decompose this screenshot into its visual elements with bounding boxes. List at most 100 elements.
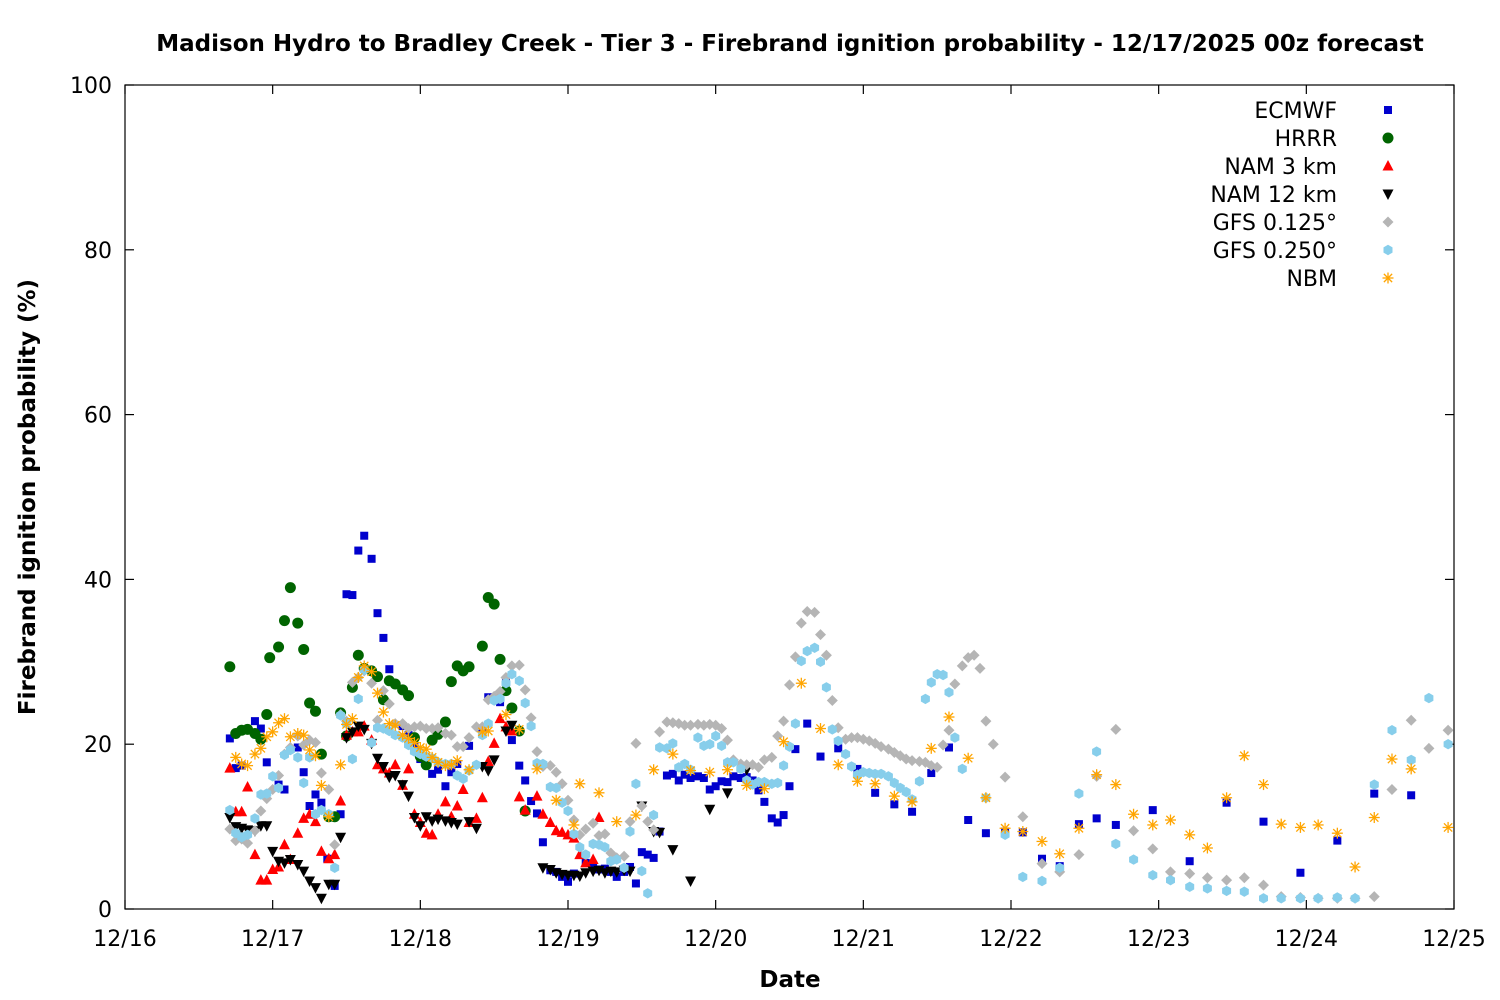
data-point: [526, 720, 536, 732]
data-point: [611, 816, 623, 828]
data-point: [575, 842, 585, 853]
data-point: [685, 719, 697, 731]
data-point: [261, 731, 273, 743]
data-point: [385, 665, 394, 674]
data-point: [820, 649, 832, 661]
data-point: [403, 732, 415, 744]
x-tick-label: 12/23: [1127, 927, 1190, 952]
data-point: [408, 737, 420, 749]
y-tick-label: 20: [84, 733, 112, 758]
data-point: [262, 758, 271, 767]
series-nbm: [230, 660, 1454, 873]
data-point: [968, 649, 980, 661]
data-point: [1406, 754, 1416, 766]
data-point: [360, 531, 369, 540]
data-point: [1185, 857, 1194, 866]
data-point: [457, 741, 469, 753]
data-point: [736, 773, 745, 782]
data-point: [1350, 893, 1360, 904]
data-point: [938, 669, 948, 681]
data-point: [267, 846, 279, 858]
data-point: [366, 677, 378, 689]
data-point: [667, 845, 679, 856]
data-point: [826, 695, 838, 707]
data-point: [315, 779, 327, 791]
data-point: [274, 782, 284, 794]
data-point: [699, 773, 708, 782]
data-point: [1407, 791, 1416, 800]
data-point: [847, 761, 856, 772]
chart-title: Madison Hydro to Bradley Creek - Tier 3 …: [156, 31, 1423, 57]
data-point: [810, 642, 820, 653]
data-point: [225, 734, 234, 743]
data-point: [451, 800, 463, 811]
data-point: [1184, 868, 1196, 880]
data-point: [403, 690, 415, 702]
y-axis-label: Firebrand ignition probability (%): [15, 279, 41, 715]
data-point: [261, 821, 273, 832]
legend-marker: [1382, 272, 1394, 284]
data-point: [593, 787, 605, 799]
data-point: [1054, 848, 1066, 860]
data-point: [1073, 849, 1085, 861]
data-point: [273, 641, 285, 653]
data-point: [538, 838, 547, 847]
data-point: [323, 784, 335, 796]
data-point: [841, 748, 851, 760]
data-point: [471, 759, 481, 770]
data-point: [785, 782, 794, 791]
data-point: [353, 693, 363, 705]
data-point: [563, 805, 573, 817]
data-point: [574, 871, 586, 883]
data-point: [711, 782, 720, 791]
data-point: [705, 785, 714, 794]
data-point: [1148, 870, 1158, 881]
data-point: [809, 606, 821, 618]
data-point: [346, 727, 358, 738]
data-point: [372, 753, 384, 765]
data-point: [531, 790, 543, 801]
data-point: [358, 724, 370, 736]
data-point: [309, 750, 321, 762]
data-point: [377, 761, 389, 773]
data-point: [439, 760, 451, 772]
data-point: [1238, 750, 1250, 762]
data-point: [1312, 819, 1324, 831]
legend-label: NAM 3 km: [1224, 155, 1337, 180]
data-point: [1258, 879, 1270, 891]
data-point: [249, 825, 261, 837]
data-point: [323, 811, 335, 823]
y-tick-label: 80: [84, 239, 112, 264]
data-point: [1128, 825, 1140, 837]
data-point: [648, 824, 660, 836]
data-point: [330, 862, 340, 873]
data-point: [1386, 784, 1398, 796]
data-point: [821, 682, 831, 693]
legend-marker: [1383, 244, 1393, 256]
data-point: [778, 736, 790, 748]
data-point: [631, 778, 641, 789]
data-point: [488, 737, 500, 748]
data-point: [987, 738, 999, 750]
data-point: [335, 795, 347, 806]
data-point: [728, 757, 738, 768]
data-point: [795, 617, 807, 629]
data-point: [507, 669, 517, 680]
data-point: [1368, 891, 1380, 903]
data-point: [298, 729, 310, 741]
data-point: [280, 785, 289, 794]
data-point: [420, 759, 432, 771]
data-point: [801, 606, 813, 618]
data-point: [255, 805, 267, 817]
data-point: [341, 733, 352, 744]
data-point: [1201, 842, 1213, 854]
data-point: [513, 659, 525, 671]
legend-label: NAM 12 km: [1210, 183, 1337, 208]
data-point: [298, 643, 310, 655]
data-point: [625, 826, 635, 837]
data-point: [389, 719, 401, 731]
data-point: [273, 717, 285, 729]
data-point: [520, 697, 530, 709]
y-tick-label: 100: [70, 74, 112, 99]
data-point: [686, 773, 695, 782]
